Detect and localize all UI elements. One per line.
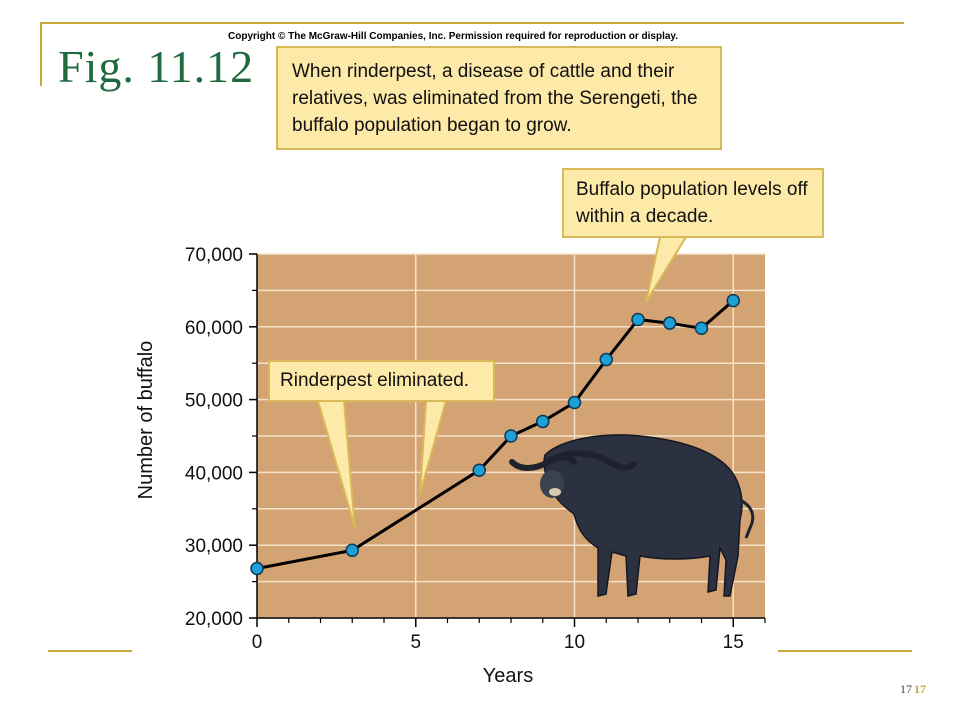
data-point (694, 321, 709, 336)
frame-bottom-rule-right (778, 650, 912, 652)
axes-layer: 20,000 30,000 40,000 50,000 60,000 70,000 0 5 10… (185, 245, 766, 653)
y-tick-label: 70,000 (185, 245, 243, 266)
y-axis-label: Number of buffalo (135, 341, 157, 500)
x-tick-label: 5 (410, 632, 421, 653)
callout-rinderpest-context: When rinderpest, a disease of cattle and… (276, 46, 722, 150)
data-point (663, 316, 677, 330)
data-point (345, 543, 359, 558)
x-tick-label: 10 (564, 632, 585, 653)
y-tick-label: 50,000 (185, 391, 243, 412)
x-tick-label: 0 (252, 632, 263, 653)
data-point (567, 395, 582, 410)
page-number-primary: 17 (900, 682, 912, 696)
data-point (726, 293, 740, 308)
x-tick-label: 15 (723, 632, 744, 653)
points-layer (250, 293, 740, 576)
y-tick-label: 30,000 (185, 536, 243, 557)
data-point (504, 429, 518, 443)
callout-rinderpest-eliminated: Rinderpest eliminated. (268, 360, 495, 402)
slide-title: Fig. 11.12 (58, 41, 255, 92)
data-point (599, 352, 613, 367)
frame-left-rule (40, 22, 42, 86)
data-point (536, 414, 550, 429)
frame-top-rule (40, 22, 904, 24)
data-point (472, 463, 486, 477)
y-tick-label: 60,000 (185, 318, 243, 339)
frame-bottom-rule-left (48, 650, 132, 652)
data-point (250, 561, 264, 576)
buffalo-icon (509, 434, 755, 597)
y-tick-label: 40,000 (185, 463, 243, 484)
page-number-secondary: 17 (914, 682, 926, 696)
copyright-notice: Copyright © The McGraw-Hill Companies, I… (228, 31, 679, 42)
callout-levels-off: Buffalo population levels off within a d… (562, 168, 824, 238)
data-point (631, 312, 645, 327)
y-tick-label: 20,000 (185, 609, 243, 630)
page-number: 17 17 (900, 682, 926, 697)
x-axis-label: Years (483, 665, 533, 687)
